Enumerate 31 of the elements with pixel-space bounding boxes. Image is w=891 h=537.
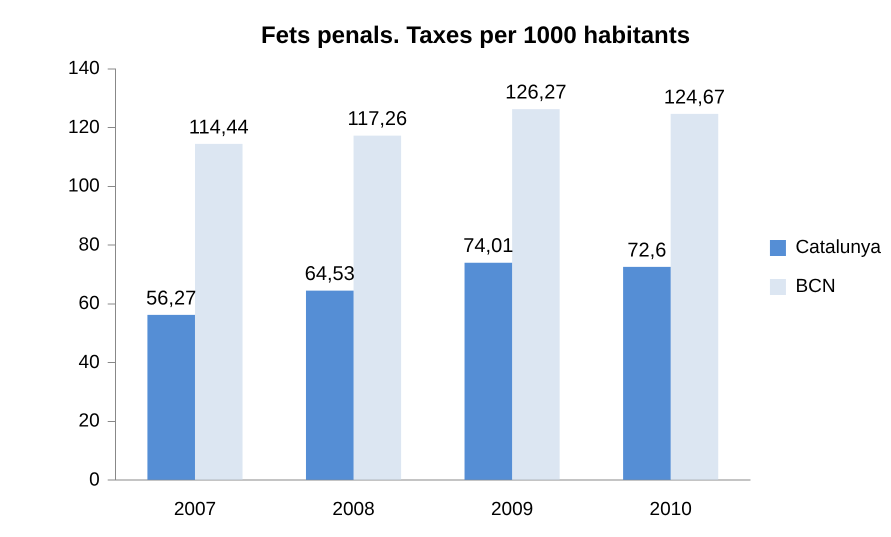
legend-label: BCN xyxy=(795,276,836,298)
bar xyxy=(670,114,718,480)
y-tick-label: 0 xyxy=(89,469,100,490)
data-label: 56,27 xyxy=(146,287,196,310)
x-tick-label: 2007 xyxy=(174,498,216,520)
y-tick-label: 100 xyxy=(68,176,100,197)
y-tick-label: 60 xyxy=(78,293,100,314)
data-label: 126,27 xyxy=(505,82,566,104)
data-label: 74,01 xyxy=(463,235,514,258)
y-tick-label: 120 xyxy=(68,116,100,138)
bar xyxy=(194,144,243,480)
data-label: 114,44 xyxy=(188,116,249,138)
bar xyxy=(464,262,512,480)
y-tick-label: 140 xyxy=(68,58,100,80)
data-label: 72,6 xyxy=(627,239,666,262)
x-tick-label: 2010 xyxy=(650,498,692,520)
y-tick-label: 40 xyxy=(78,352,100,373)
bar xyxy=(512,109,560,480)
bar xyxy=(306,290,354,480)
x-tick-label: 2009 xyxy=(490,498,534,520)
legend-label: Catalunya xyxy=(795,237,882,258)
y-tick-label: 80 xyxy=(78,234,100,256)
data-label: 124,67 xyxy=(664,86,726,108)
bar xyxy=(147,314,195,480)
bar xyxy=(623,266,671,480)
y-tick-label: 20 xyxy=(78,410,100,432)
data-label: 64,53 xyxy=(304,263,355,286)
chart-title: Fets penals. Taxes per 1000 habitants xyxy=(260,22,690,50)
x-tick-label: 2008 xyxy=(332,498,375,520)
data-label: 117,26 xyxy=(347,108,408,130)
bar xyxy=(354,136,402,480)
